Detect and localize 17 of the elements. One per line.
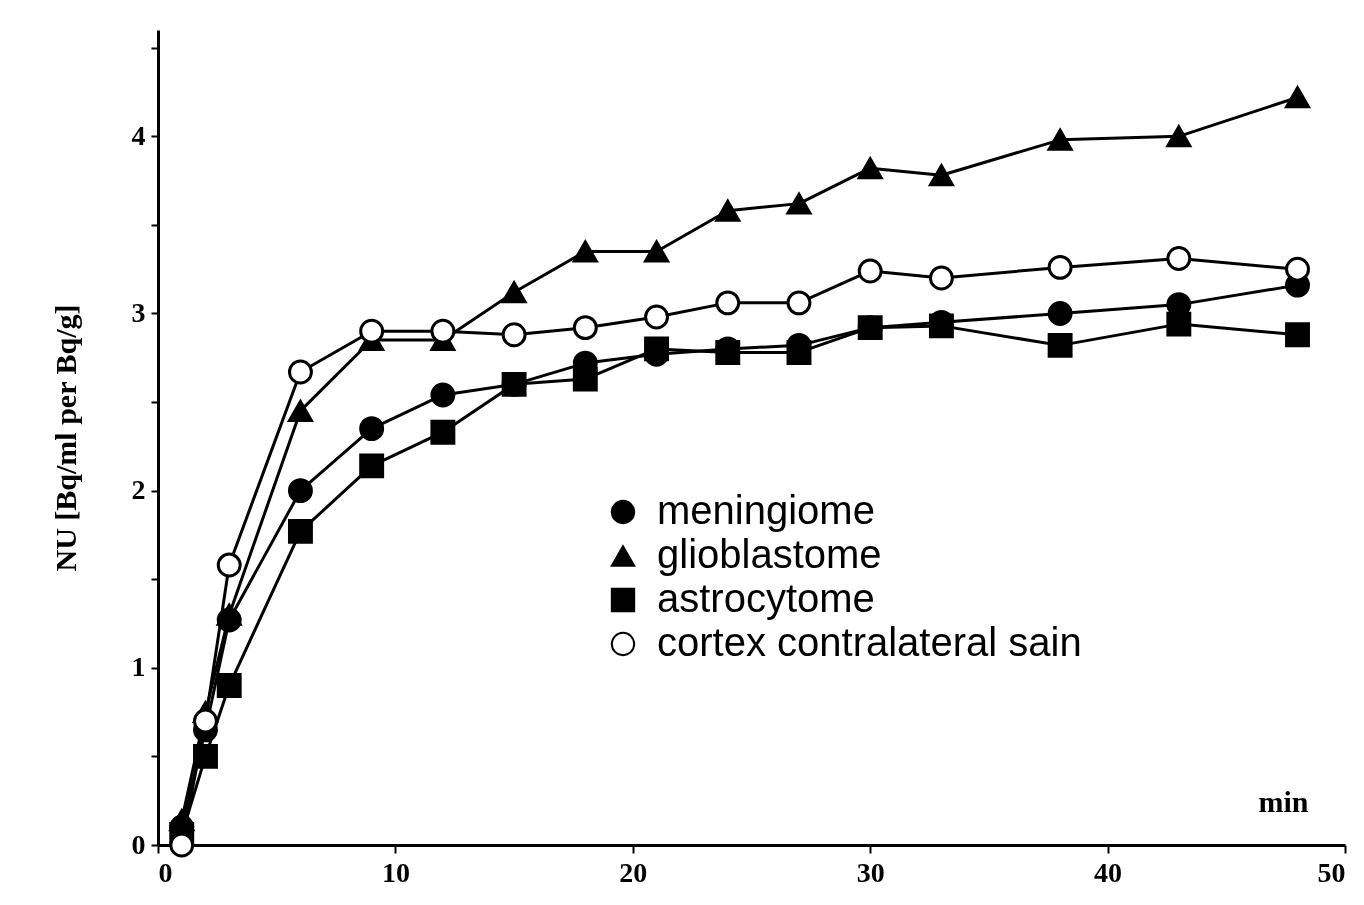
x-tick-label: 20 bbox=[619, 856, 648, 888]
y-tick-label: 2 bbox=[131, 474, 146, 506]
legend-label: cortex contralateral sain bbox=[657, 620, 1082, 664]
y-tick-label: 4 bbox=[131, 119, 146, 151]
x-tick-label: 50 bbox=[1317, 856, 1346, 888]
x-axis-title: min bbox=[1258, 784, 1309, 818]
legend-label: glioblastome bbox=[657, 532, 882, 576]
x-tick-label: 40 bbox=[1094, 856, 1123, 888]
x-tick-label: 30 bbox=[856, 856, 885, 888]
y-tick-label: 3 bbox=[131, 296, 146, 328]
y-tick-label: 1 bbox=[131, 651, 146, 683]
legend-label: astrocytome bbox=[657, 576, 875, 620]
x-tick-label: 10 bbox=[381, 856, 410, 888]
y-axis-title: NU [Bq/ml per Bq/g] bbox=[48, 304, 82, 572]
x-tick-label: 0 bbox=[158, 856, 173, 888]
y-tick-label: 0 bbox=[131, 828, 146, 860]
legend-label: meningiome bbox=[657, 488, 875, 532]
